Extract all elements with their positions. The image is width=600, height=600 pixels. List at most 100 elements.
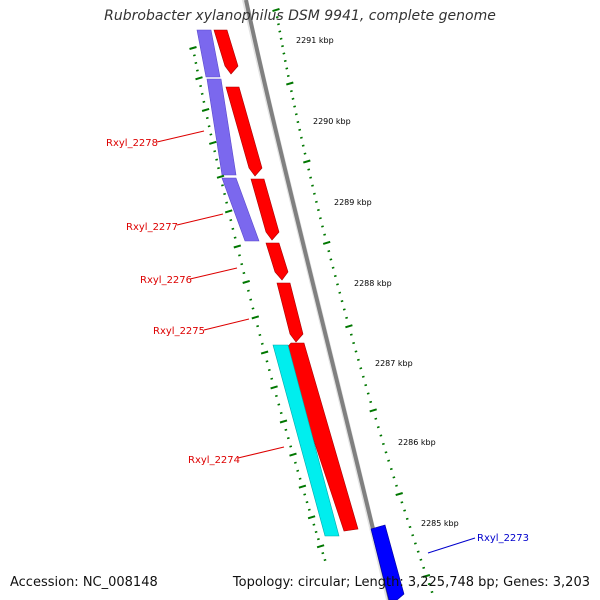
minor-tick — [314, 530, 318, 534]
minor-tick — [364, 384, 368, 387]
gene-arrow-rxyl-2279[interactable] — [213, 29, 239, 75]
minor-tick — [258, 333, 262, 337]
minor-tick — [249, 298, 253, 301]
minor-tick — [427, 582, 431, 586]
minor-tick — [374, 417, 378, 420]
scale-label-2289: 2289 kbp — [334, 198, 372, 207]
gene-arrow-rxyl-2275[interactable] — [276, 282, 304, 343]
genome-backbone-line — [244, 0, 392, 600]
minor-tick — [336, 283, 339, 286]
leader-line-rxyl-2274 — [237, 446, 285, 459]
minor-tick — [329, 258, 333, 261]
minor-tick — [408, 525, 412, 529]
major-tick — [270, 385, 278, 390]
gene-label-rxyl-2274[interactable]: Rxyl_2274 — [188, 455, 240, 466]
scale-label-2291: 2291 kbp — [296, 36, 334, 45]
minor-tick — [205, 116, 209, 120]
gene-arrow-rxyl-2278[interactable] — [225, 86, 263, 177]
major-tick — [298, 484, 307, 489]
minor-tick — [278, 30, 282, 33]
minor-tick — [279, 37, 283, 40]
minor-tick — [361, 375, 365, 378]
leader-line-rxyl-2275 — [203, 318, 250, 331]
minor-tick — [309, 176, 313, 179]
scale-label-2288: 2288 kbp — [354, 279, 392, 288]
major-tick — [189, 46, 197, 50]
minor-tick — [289, 90, 293, 93]
minor-tick — [321, 225, 324, 228]
gene-arrow-rxyl-2273[interactable] — [370, 524, 405, 600]
major-tick — [322, 240, 331, 245]
minor-tick — [405, 517, 409, 520]
major-tick — [201, 107, 210, 112]
gene-arrow-rxyl-2276[interactable] — [265, 242, 289, 281]
minor-tick — [369, 400, 373, 404]
minor-tick — [284, 428, 288, 431]
minor-tick — [270, 377, 274, 380]
major-tick — [303, 159, 311, 164]
major-tick — [289, 452, 297, 457]
minor-tick — [416, 550, 420, 553]
minor-tick — [301, 144, 305, 147]
gene-label-rxyl-2276[interactable]: Rxyl_2276 — [140, 275, 192, 286]
minor-tick — [283, 59, 287, 63]
minor-tick — [323, 233, 327, 236]
minor-tick — [356, 358, 360, 361]
gene-label-rxyl-2275[interactable]: Rxyl_2275 — [153, 326, 205, 337]
minor-tick — [221, 184, 224, 187]
gene-label-rxyl-2278[interactable]: Rxyl_2278 — [106, 138, 158, 149]
major-tick — [272, 7, 280, 13]
minor-tick — [307, 168, 311, 171]
minor-tick — [299, 136, 303, 139]
minor-tick — [274, 394, 278, 398]
minor-tick — [403, 509, 407, 512]
major-tick — [395, 492, 403, 497]
minor-tick — [422, 566, 426, 569]
minor-tick — [238, 254, 241, 257]
major-tick — [233, 244, 242, 249]
minor-tick — [359, 367, 363, 370]
minor-tick — [376, 426, 380, 429]
minor-tick — [194, 61, 198, 65]
genome-summary-text: Topology: circular; Length: 3,225,748 bp… — [232, 575, 590, 590]
gene-label-rxyl-2273[interactable]: Rxyl_2273 — [477, 533, 529, 544]
minor-tick — [312, 523, 316, 526]
minor-tick — [395, 484, 398, 487]
minor-tick — [294, 113, 298, 116]
minor-tick — [192, 54, 196, 57]
minor-tick — [199, 84, 203, 88]
minor-tick — [318, 217, 322, 220]
minor-tick — [298, 477, 302, 480]
minor-tick — [387, 459, 391, 462]
minor-tick — [265, 360, 269, 363]
minor-tick — [303, 152, 307, 155]
gene-label-rxyl-2277[interactable]: Rxyl_2277 — [126, 222, 178, 233]
minor-tick — [282, 52, 286, 55]
minor-tick — [275, 16, 279, 19]
minor-tick — [209, 133, 213, 136]
minor-tick — [246, 289, 250, 292]
major-tick — [307, 515, 316, 520]
scale-label-2287: 2287 kbp — [375, 359, 413, 368]
major-tick — [195, 76, 203, 81]
genome-title: Rubrobacter xylanophilus DSM 9941, compl… — [104, 8, 496, 24]
minor-tick — [207, 125, 211, 128]
major-tick — [224, 209, 233, 214]
major-tick — [345, 324, 353, 329]
minor-tick — [314, 200, 318, 204]
minor-tick — [277, 23, 280, 26]
minor-tick — [333, 274, 337, 278]
minor-tick — [349, 333, 353, 336]
minor-tick — [384, 451, 388, 454]
minor-tick — [225, 201, 229, 204]
outer-tick-track — [272, 7, 434, 594]
minor-tick — [279, 411, 283, 415]
minor-tick — [419, 558, 423, 561]
major-tick — [216, 174, 225, 179]
minor-tick — [215, 158, 219, 161]
feature-cyan-segment — [272, 344, 340, 537]
gene-arrow-rxyl-2277[interactable] — [250, 178, 280, 241]
minor-tick — [251, 307, 255, 310]
minor-tick — [413, 542, 417, 545]
